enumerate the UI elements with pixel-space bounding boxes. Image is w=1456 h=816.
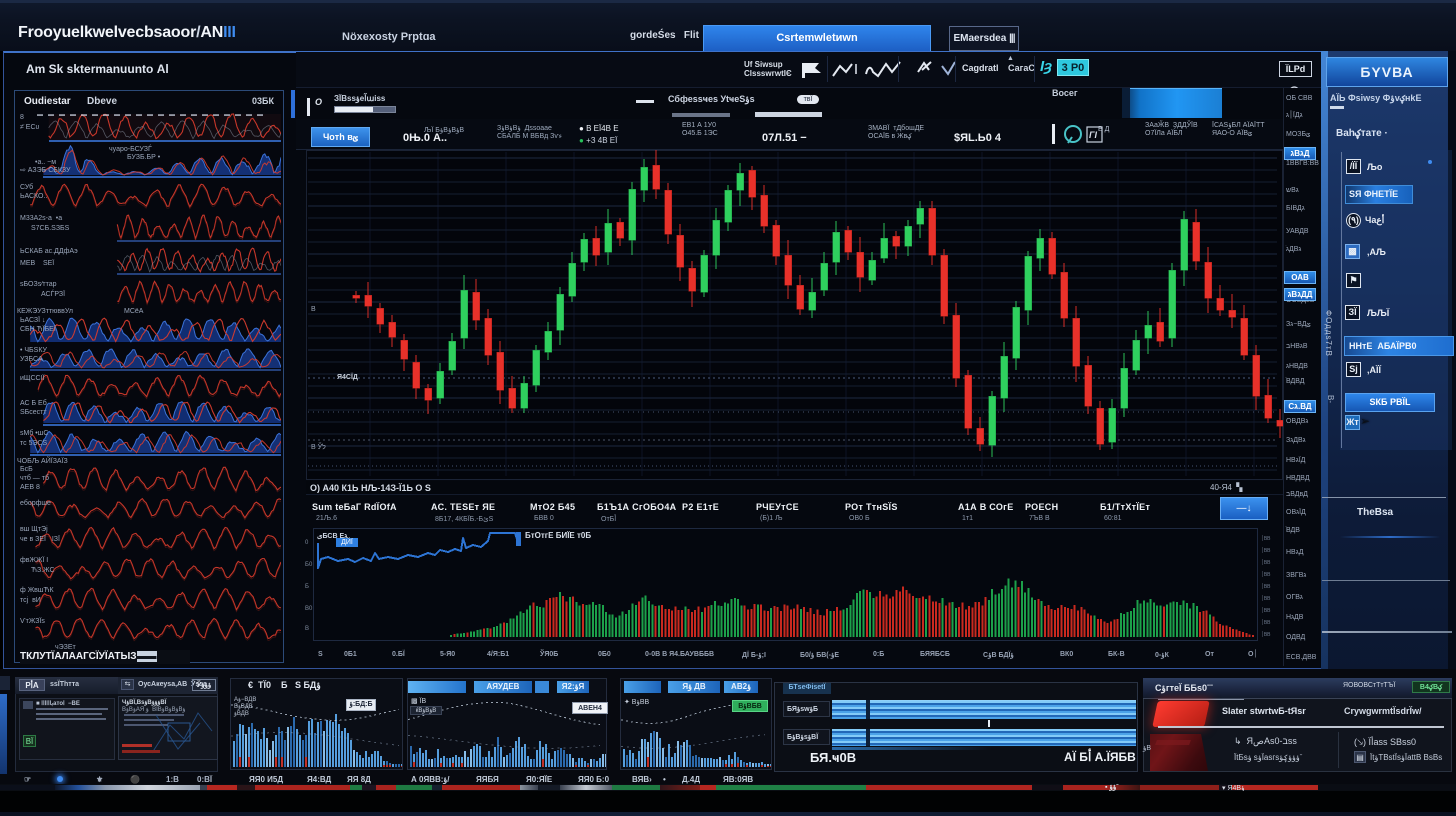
svg-text:ГӀ: ГӀ — [1089, 130, 1098, 140]
